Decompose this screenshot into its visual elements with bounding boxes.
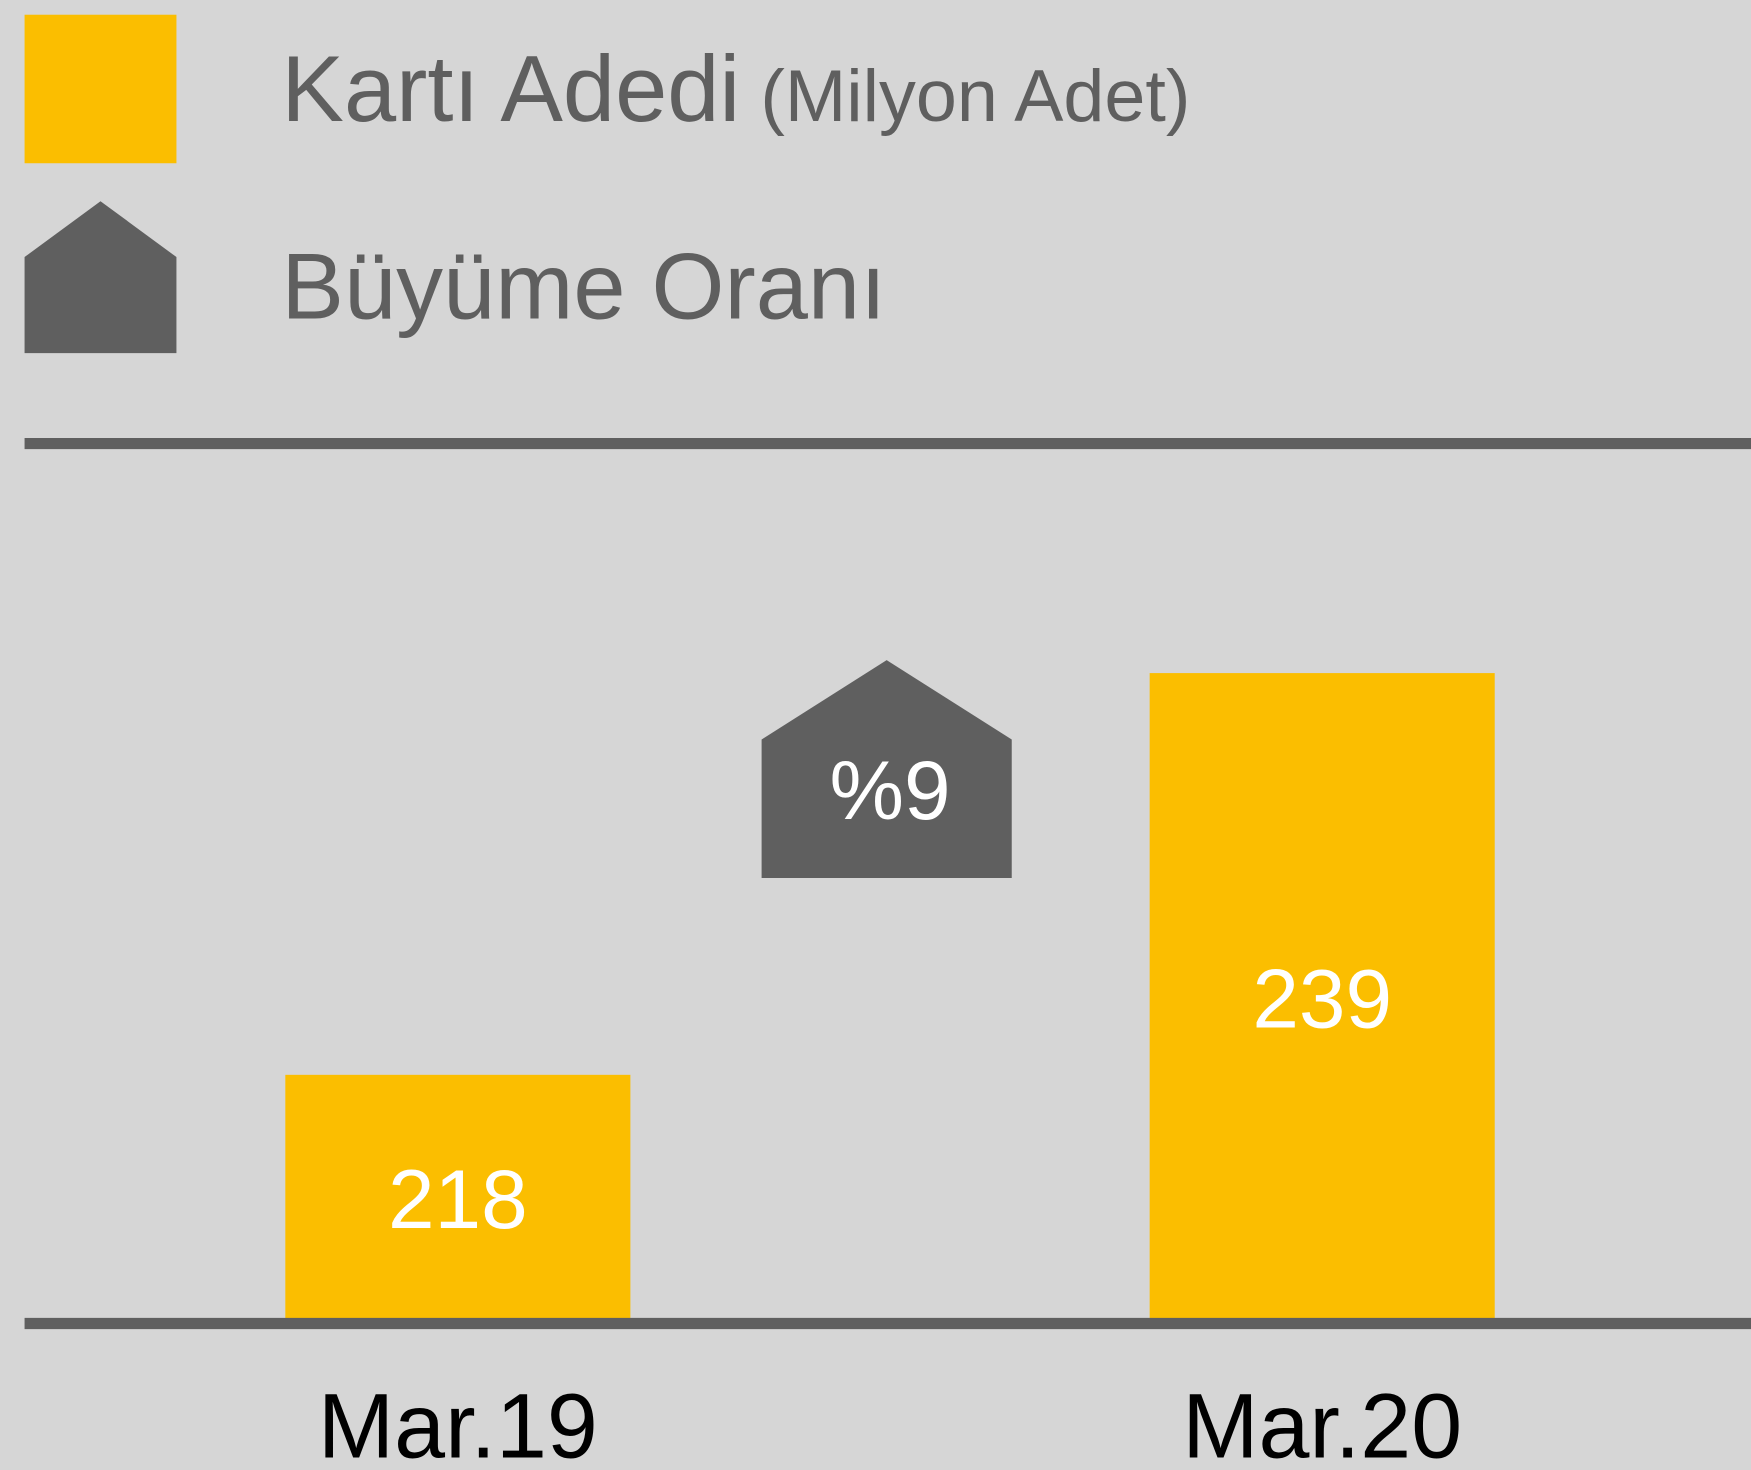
- value-label: 218: [388, 1152, 528, 1246]
- x-tick-label: Mar.20: [1182, 1376, 1462, 1470]
- value-label: 239: [1252, 951, 1392, 1045]
- legend-unit: (Milyon Adet): [760, 54, 1190, 137]
- x-tick-label: Mar.19: [318, 1376, 598, 1470]
- legend-swatch: [24, 201, 177, 354]
- legend-series-name: Kartı Adedi: [281, 36, 740, 141]
- growth-label: %9: [829, 743, 950, 837]
- legend-label: Kartı Adedi (Milyon Adet): [281, 36, 1190, 141]
- bar: [285, 1074, 631, 1324]
- growth-badge: [761, 660, 1012, 878]
- legend-swatch: [24, 14, 177, 164]
- bar: [1149, 673, 1495, 1324]
- legend-label: Büyüme Oranı: [281, 233, 886, 338]
